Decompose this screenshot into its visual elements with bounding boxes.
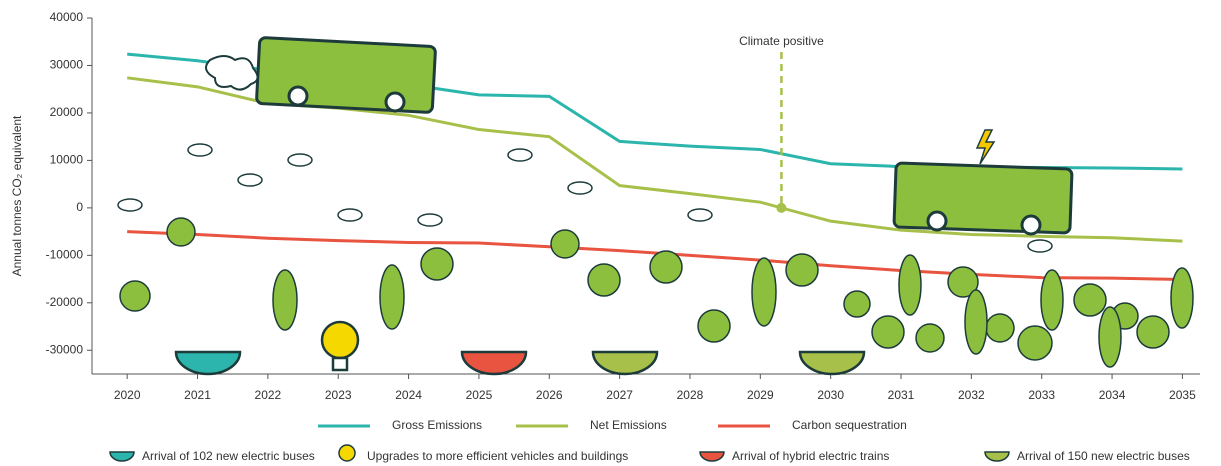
y-tick-label: 0 — [76, 200, 83, 214]
legend-icon — [109, 451, 135, 462]
legend-icon — [699, 451, 725, 462]
legend-label: Arrival of 150 new electric buses — [1017, 449, 1190, 463]
series-line — [127, 230, 1183, 282]
annotation-point — [776, 202, 787, 213]
legend-label: Arrival of hybrid electric trains — [732, 449, 889, 463]
x-tick-label: 2020 — [114, 388, 141, 402]
y-tick-label: -30000 — [46, 342, 84, 356]
legend-label: Arrival of 102 new electric buses — [142, 449, 315, 463]
x-tick-label: 2031 — [888, 388, 915, 402]
x-tick-label: 2029 — [747, 388, 774, 402]
y-tick-label: -10000 — [46, 248, 84, 262]
x-tick-label: 2034 — [1099, 388, 1126, 402]
legend-label: Upgrades to more efficient vehicles and … — [367, 449, 628, 463]
y-tick-label: -20000 — [46, 295, 84, 309]
x-tick-label: 2030 — [817, 388, 844, 402]
legend-label: Carbon sequestration — [792, 418, 907, 432]
x-tick-label: 2025 — [466, 388, 493, 402]
annotation-text: Climate positive — [739, 34, 824, 48]
x-tick-label: 2033 — [1028, 388, 1055, 402]
x-tick-label: 2032 — [958, 388, 985, 402]
legend-label: Gross Emissions — [392, 418, 482, 432]
legend-icon — [338, 444, 356, 462]
decorations — [117, 36, 1194, 376]
y-tick-label: 20000 — [50, 105, 84, 119]
y-tick-label: 40000 — [50, 10, 84, 24]
x-tick-label: 2022 — [255, 388, 282, 402]
x-tick-label: 2021 — [184, 388, 211, 402]
legend-icon — [984, 451, 1010, 462]
x-tick-label: 2023 — [325, 388, 352, 402]
x-tick-label: 2024 — [395, 388, 422, 402]
legend-label: Net Emissions — [590, 418, 667, 432]
y-axis-label: Annual tonnes CO₂ equivalent — [10, 115, 24, 276]
x-tick-label: 2027 — [606, 388, 633, 402]
x-tick-label: 2035 — [1169, 388, 1196, 402]
y-tick-label: 10000 — [50, 153, 84, 167]
x-tick-label: 2026 — [536, 388, 563, 402]
y-tick-label: 30000 — [50, 58, 84, 72]
x-tick-label: 2028 — [677, 388, 704, 402]
